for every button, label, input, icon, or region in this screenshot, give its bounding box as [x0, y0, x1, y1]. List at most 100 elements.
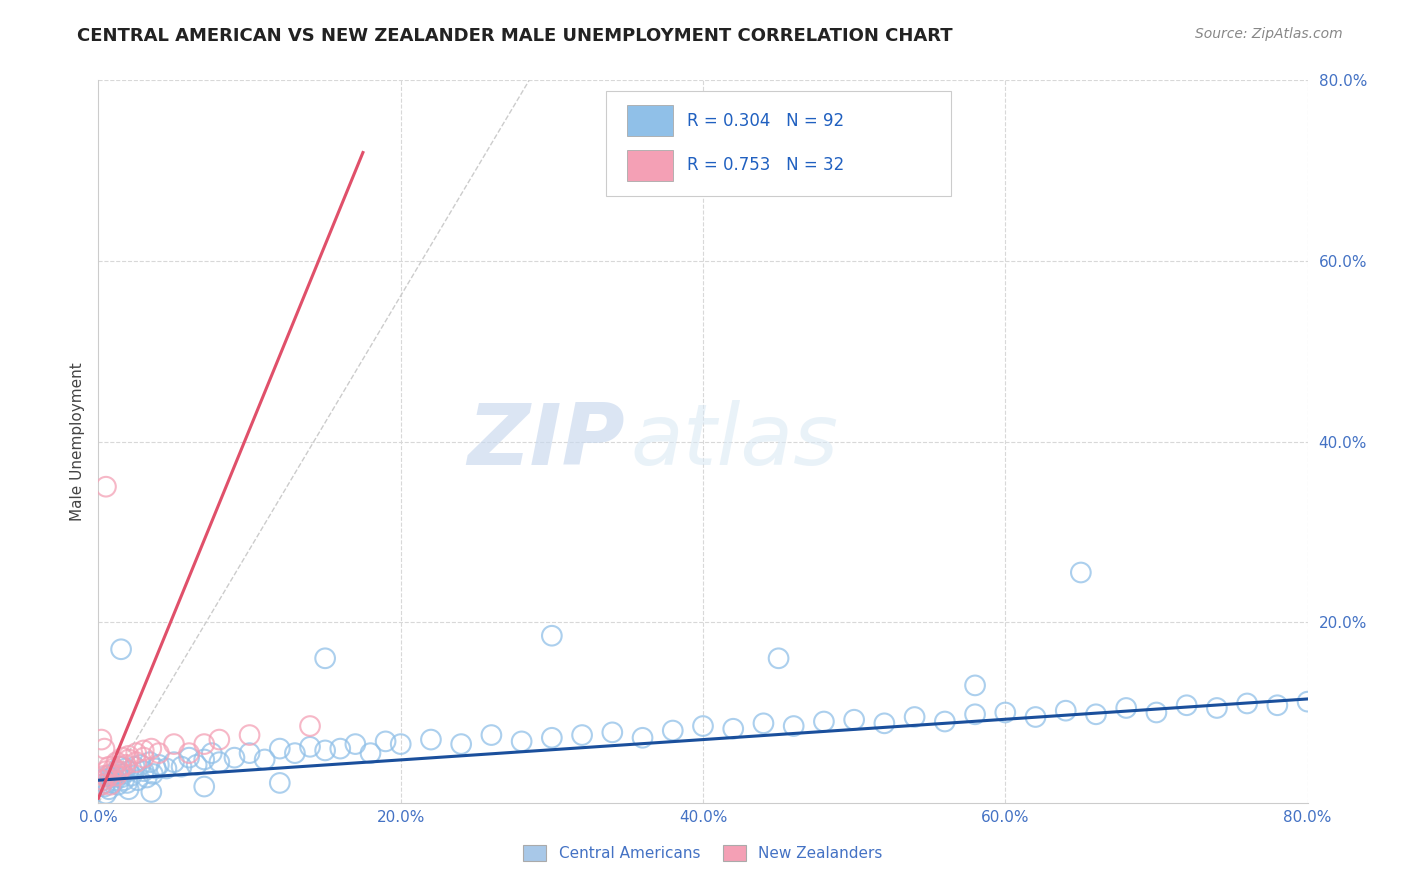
Point: [104, 773, 127, 788]
Point: [105, 764, 128, 779]
Point: [103, 769, 125, 783]
Point: [132, 750, 155, 764]
Point: [111, 750, 134, 764]
Point: [94, 776, 117, 790]
Point: [114, 762, 136, 776]
Point: [783, 719, 806, 733]
Point: [94, 787, 117, 801]
FancyBboxPatch shape: [627, 150, 672, 180]
Point: [139, 755, 162, 769]
Text: R = 0.304   N = 92: R = 0.304 N = 92: [688, 112, 845, 129]
Point: [129, 757, 152, 772]
Point: [100, 771, 122, 785]
Point: [965, 678, 987, 692]
Point: [145, 762, 167, 776]
Point: [114, 757, 136, 772]
Point: [96, 771, 118, 785]
Point: [100, 767, 122, 781]
Point: [127, 773, 149, 788]
Point: [602, 725, 624, 739]
Point: [1024, 710, 1046, 724]
Text: CENTRAL AMERICAN VS NEW ZEALANDER MALE UNEMPLOYMENT CORRELATION CHART: CENTRAL AMERICAN VS NEW ZEALANDER MALE U…: [77, 27, 953, 45]
Point: [994, 706, 1017, 720]
Point: [141, 785, 163, 799]
Point: [90, 732, 112, 747]
Point: [1236, 697, 1258, 711]
Point: [481, 728, 503, 742]
Point: [132, 743, 155, 757]
Point: [93, 780, 115, 794]
Point: [1070, 566, 1092, 580]
Point: [193, 737, 215, 751]
Point: [844, 713, 866, 727]
Point: [105, 755, 128, 769]
Point: [768, 651, 790, 665]
Point: [269, 776, 291, 790]
Point: [155, 762, 177, 776]
Point: [121, 769, 143, 783]
Point: [1085, 707, 1108, 722]
Point: [108, 764, 131, 779]
Text: R = 0.753   N = 32: R = 0.753 N = 32: [688, 156, 845, 175]
Y-axis label: Male Unemployment: Male Unemployment: [69, 362, 84, 521]
Text: atlas: atlas: [630, 400, 838, 483]
Point: [125, 755, 148, 769]
Point: [93, 741, 115, 756]
Point: [90, 778, 112, 792]
Point: [1054, 704, 1077, 718]
Point: [540, 629, 562, 643]
Point: [360, 746, 382, 760]
Point: [631, 731, 654, 745]
Point: [201, 746, 224, 760]
Point: [91, 773, 114, 788]
Point: [571, 728, 593, 742]
Point: [141, 741, 163, 756]
Point: [284, 746, 307, 760]
Point: [299, 739, 322, 754]
Point: [115, 776, 138, 790]
Point: [374, 734, 396, 748]
Point: [142, 767, 165, 781]
Point: [98, 782, 121, 797]
Point: [904, 710, 927, 724]
Point: [193, 780, 215, 794]
Point: [98, 760, 121, 774]
Legend: Central Americans, New Zealanders: Central Americans, New Zealanders: [517, 839, 889, 867]
Point: [329, 741, 352, 756]
Point: [105, 769, 128, 783]
Point: [94, 480, 117, 494]
Point: [224, 750, 246, 764]
Point: [239, 728, 262, 742]
Point: [124, 760, 146, 774]
Point: [1175, 698, 1198, 713]
FancyBboxPatch shape: [627, 105, 672, 136]
Point: [125, 746, 148, 760]
Point: [148, 757, 170, 772]
Point: [100, 778, 122, 792]
Point: [118, 764, 141, 779]
Point: [93, 769, 115, 783]
Point: [1206, 701, 1229, 715]
Point: [239, 746, 262, 760]
Point: [132, 764, 155, 779]
Point: [208, 732, 231, 747]
Point: [661, 723, 683, 738]
Point: [111, 767, 134, 781]
Point: [540, 731, 562, 745]
Point: [692, 719, 714, 733]
Point: [1267, 698, 1289, 713]
Point: [90, 778, 112, 792]
Point: [314, 651, 336, 665]
Point: [420, 732, 443, 747]
Point: [873, 716, 896, 731]
Point: [101, 776, 124, 790]
Point: [163, 737, 186, 751]
Point: [1115, 701, 1137, 715]
Point: [269, 741, 291, 756]
Point: [179, 750, 201, 764]
Point: [1296, 695, 1319, 709]
Point: [148, 746, 170, 760]
Point: [193, 752, 215, 766]
Point: [314, 743, 336, 757]
Point: [299, 719, 322, 733]
